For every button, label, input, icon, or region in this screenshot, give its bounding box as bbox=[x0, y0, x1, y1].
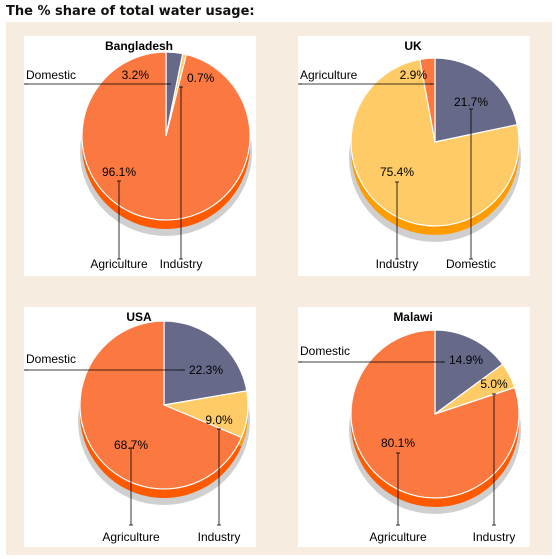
value-label-domestic: 3.2% bbox=[122, 68, 150, 82]
category-label-industry: Industry bbox=[198, 530, 241, 544]
pie-slice-agriculture bbox=[81, 51, 251, 221]
pie-chart-usa: USA Domestic 22.3% Industry 9.0% Agriculture 6… bbox=[24, 307, 256, 547]
value-label-agriculture: 96.1% bbox=[102, 165, 136, 179]
category-label-agriculture: Agriculture bbox=[90, 257, 148, 271]
panel-bangladesh: Bangladesh Domestic 3.2% Industry 0.7% Agricu… bbox=[6, 22, 272, 284]
value-label-industry: 9.0% bbox=[205, 413, 233, 427]
value-label-domestic: 21.7% bbox=[454, 95, 488, 109]
chart-title: UK bbox=[404, 39, 422, 53]
pie-chart-malawi: Malawi Domestic 14.9% Industry 5.0% Agricultu… bbox=[298, 307, 530, 547]
value-label-agriculture: 2.9% bbox=[400, 68, 428, 82]
value-label-domestic: 22.3% bbox=[189, 363, 223, 377]
category-label-industry: Industry bbox=[376, 257, 419, 271]
category-label-domestic: Domestic bbox=[446, 257, 496, 271]
chart-title: Malawi bbox=[393, 310, 432, 324]
value-label-industry: 0.7% bbox=[187, 71, 215, 85]
category-label-domestic: Domestic bbox=[26, 352, 76, 366]
pie-slice-agriculture bbox=[350, 329, 520, 499]
value-label-domestic: 14.9% bbox=[449, 353, 483, 367]
category-label-agriculture: Agriculture bbox=[102, 530, 160, 544]
pie-slice-domestic bbox=[163, 320, 248, 406]
value-label-industry: 75.4% bbox=[380, 165, 414, 179]
panel-usa: USA Domestic 22.3% Industry 9.0% Agriculture 6… bbox=[6, 293, 272, 555]
value-label-agriculture: 68.7% bbox=[114, 438, 148, 452]
panel-uk: UK Domestic 21.7% Industry 75.4% Agriculture 2… bbox=[280, 22, 546, 284]
category-label-industry: Industry bbox=[160, 257, 203, 271]
pie-slice-agriculture bbox=[419, 57, 436, 143]
category-label-agriculture: Agriculture bbox=[369, 530, 427, 544]
panel-malawi: Malawi Domestic 14.9% Industry 5.0% Agricultu… bbox=[280, 293, 546, 555]
pie-chart-bangladesh: Bangladesh Domestic 3.2% Industry 0.7% Agricu… bbox=[24, 36, 256, 276]
chart-title: USA bbox=[126, 310, 152, 324]
page-title: The % share of total water usage: bbox=[6, 4, 255, 19]
category-label-domestic: Domestic bbox=[26, 68, 76, 82]
value-label-agriculture: 80.1% bbox=[381, 436, 415, 450]
chart-title: Bangladesh bbox=[105, 39, 173, 53]
category-label-industry: Industry bbox=[473, 530, 516, 544]
pie-slice-domestic bbox=[434, 329, 504, 416]
category-label-agriculture: Agriculture bbox=[300, 68, 358, 82]
pie-slice-domestic bbox=[434, 57, 518, 143]
pie-slice-industry bbox=[350, 58, 520, 227]
category-label-domestic: Domestic bbox=[300, 344, 350, 358]
pie-chart-uk: UK Domestic 21.7% Industry 75.4% Agriculture 2… bbox=[298, 36, 530, 276]
pie-slice-agriculture bbox=[79, 320, 243, 490]
value-label-industry: 5.0% bbox=[480, 377, 508, 391]
